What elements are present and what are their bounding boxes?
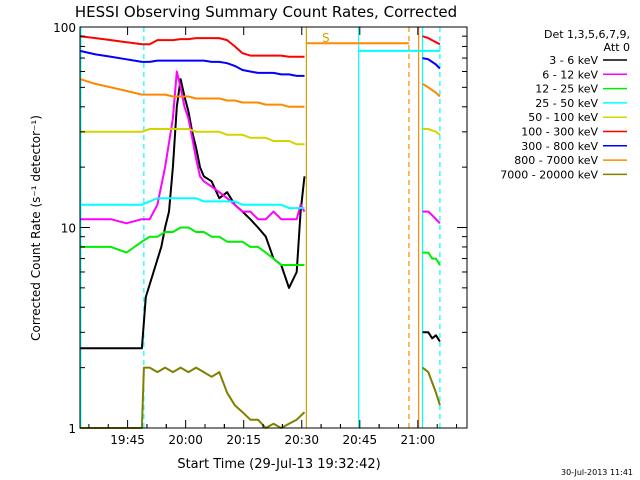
series-line-3-0: [80, 197, 305, 210]
y-tick-label-2: 100: [53, 21, 76, 35]
series-line-6-1: [422, 57, 441, 70]
series-line-8-0: [80, 366, 306, 429]
x-tick-label-1: 20:00: [168, 433, 203, 447]
legend-header-0: Det 1,3,5,6,7,9,: [544, 28, 630, 41]
x-tick-label-2: 20:15: [226, 433, 261, 447]
y-axis-label: Corrected Count Rate (s⁻¹ detector⁻¹): [29, 115, 43, 341]
vertical-markers: [80, 27, 441, 428]
legend-label-7: 800 - 7000 keV: [514, 154, 598, 167]
legend-label-0: 3 - 6 keV: [549, 54, 598, 67]
legend-label-8: 7000 - 20000 keV: [500, 168, 598, 181]
legend-header-1: Att 0: [604, 41, 630, 54]
series-line-4-1: [422, 128, 441, 136]
x-tick-label-4: 20:45: [343, 433, 378, 447]
series-line-6-0: [79, 49, 305, 77]
footer-timestamp: 30-Jul-2013 11:41: [561, 468, 633, 477]
series-line-5-1: [422, 35, 441, 46]
legend-label-3: 25 - 50 keV: [535, 97, 598, 110]
series-line-4-0: [80, 128, 305, 146]
chart-title: HESSI Observing Summary Count Rates, Cor…: [75, 3, 457, 21]
legend-label-2: 12 - 25 keV: [535, 83, 598, 96]
y-tick-label-1: 10: [61, 222, 76, 236]
series-line-7-0: [79, 78, 305, 108]
x-tick-label-3: 20:30: [284, 433, 319, 447]
series-line-5-0: [79, 35, 305, 58]
series-line-1-1: [422, 210, 441, 224]
legend-label-6: 300 - 800 keV: [521, 140, 598, 153]
x-tick-label-5: 21:00: [401, 433, 436, 447]
series-line-2-0: [80, 226, 305, 266]
series-line-8-1: [421, 366, 441, 406]
series-line-7-2: [421, 83, 441, 98]
series-line-0-1: [422, 331, 441, 343]
series-group: [79, 35, 441, 429]
series-line-2-1: [422, 251, 441, 266]
legend-label-1: 6 - 12 keV: [542, 68, 598, 81]
y-tick-label-0: 1: [68, 422, 76, 436]
x-tick-label-0: 19:45: [110, 433, 145, 447]
series-line-1-0: [80, 70, 306, 225]
legend-label-4: 50 - 100 keV: [528, 111, 598, 124]
y-axis: 1 10 100: [53, 21, 467, 436]
annotation-label: S: [322, 31, 330, 45]
x-axis: 19:45 20:00 20:15 20:30 20:45 21:00: [88, 27, 458, 447]
legend-label-5: 100 - 300 keV: [521, 126, 598, 139]
x-axis-label: Start Time (29-Jul-13 19:32:42): [177, 457, 380, 472]
